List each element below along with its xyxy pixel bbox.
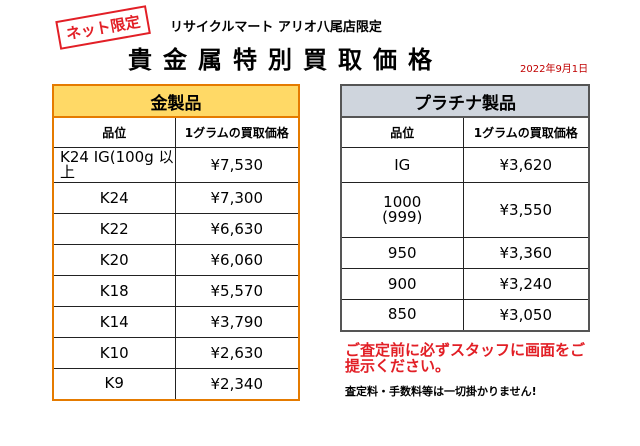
price-cell: ¥6,630 <box>174 213 300 245</box>
gold-category-header: 金製品 <box>52 84 300 118</box>
price-cell: ¥7,530 <box>174 147 300 183</box>
price-date: 2022年9月1日 <box>520 64 589 75</box>
grade-cell: K22 <box>52 213 176 245</box>
grade-cell: K24 IG(100g 以上 <box>52 147 176 183</box>
table-row: K9 ¥2,340 <box>52 368 300 400</box>
gold-grade-column-header: 品位 <box>52 116 176 148</box>
table-row: 1000 (999) ¥3,550 <box>340 182 590 238</box>
price-cell: ¥3,790 <box>174 306 300 338</box>
table-row: IG ¥3,620 <box>340 147 590 183</box>
staff-notice: ご査定前に必ずスタッフに画面をご提示ください。 <box>345 341 586 375</box>
grade-cell: K14 <box>52 306 176 338</box>
price-cell: ¥5,570 <box>174 275 300 307</box>
price-cell: ¥3,050 <box>462 299 590 331</box>
price-cell: ¥3,360 <box>462 237 590 269</box>
grade-cell: K18 <box>52 275 176 307</box>
gold-price-table: 金製品 品位 1グラムの買取価格 K24 IG(100g 以上 ¥7,530 K… <box>52 84 300 401</box>
grade-cell: 1000 (999) <box>340 182 464 238</box>
table-row: K20 ¥6,060 <box>52 244 300 276</box>
grade-cell: K9 <box>52 368 176 400</box>
price-cell: ¥3,620 <box>462 147 590 183</box>
table-row: K24 ¥7,300 <box>52 182 300 214</box>
table-row: K24 IG(100g 以上 ¥7,530 <box>52 147 300 183</box>
table-row: 950 ¥3,360 <box>340 237 590 269</box>
gold-price-column-header: 1グラムの買取価格 <box>174 116 300 148</box>
grade-cell: 850 <box>340 299 464 331</box>
price-cell: ¥7,300 <box>174 182 300 214</box>
grade-cell: 950 <box>340 237 464 269</box>
store-name: リサイクルマート アリオ八尾店限定 <box>170 20 382 35</box>
table-row: K18 ¥5,570 <box>52 275 300 307</box>
grade-cell: IG <box>340 147 464 183</box>
page-title: 貴金属特別買取価格 <box>128 45 443 74</box>
price-cell: ¥6,060 <box>174 244 300 276</box>
grade-cell: K10 <box>52 337 176 369</box>
grade-cell: K24 <box>52 182 176 214</box>
platinum-price-column-header: 1グラムの買取価格 <box>462 116 590 148</box>
fees-notice: 査定料・手数料等は一切掛かりません! <box>345 385 537 398</box>
price-cell: ¥3,550 <box>462 182 590 238</box>
platinum-category-header: プラチナ製品 <box>340 84 590 118</box>
price-cell: ¥2,630 <box>174 337 300 369</box>
platinum-grade-column-header: 品位 <box>340 116 464 148</box>
grade-cell: 900 <box>340 268 464 300</box>
table-row: K14 ¥3,790 <box>52 306 300 338</box>
grade-cell: K20 <box>52 244 176 276</box>
table-row: K22 ¥6,630 <box>52 213 300 245</box>
table-row: K10 ¥2,630 <box>52 337 300 369</box>
platinum-price-table: プラチナ製品 品位 1グラムの買取価格 IG ¥3,620 1000 (999)… <box>340 84 590 332</box>
table-row: 850 ¥3,050 <box>340 299 590 331</box>
price-cell: ¥3,240 <box>462 268 590 300</box>
table-row: 900 ¥3,240 <box>340 268 590 300</box>
price-cell: ¥2,340 <box>174 368 300 400</box>
